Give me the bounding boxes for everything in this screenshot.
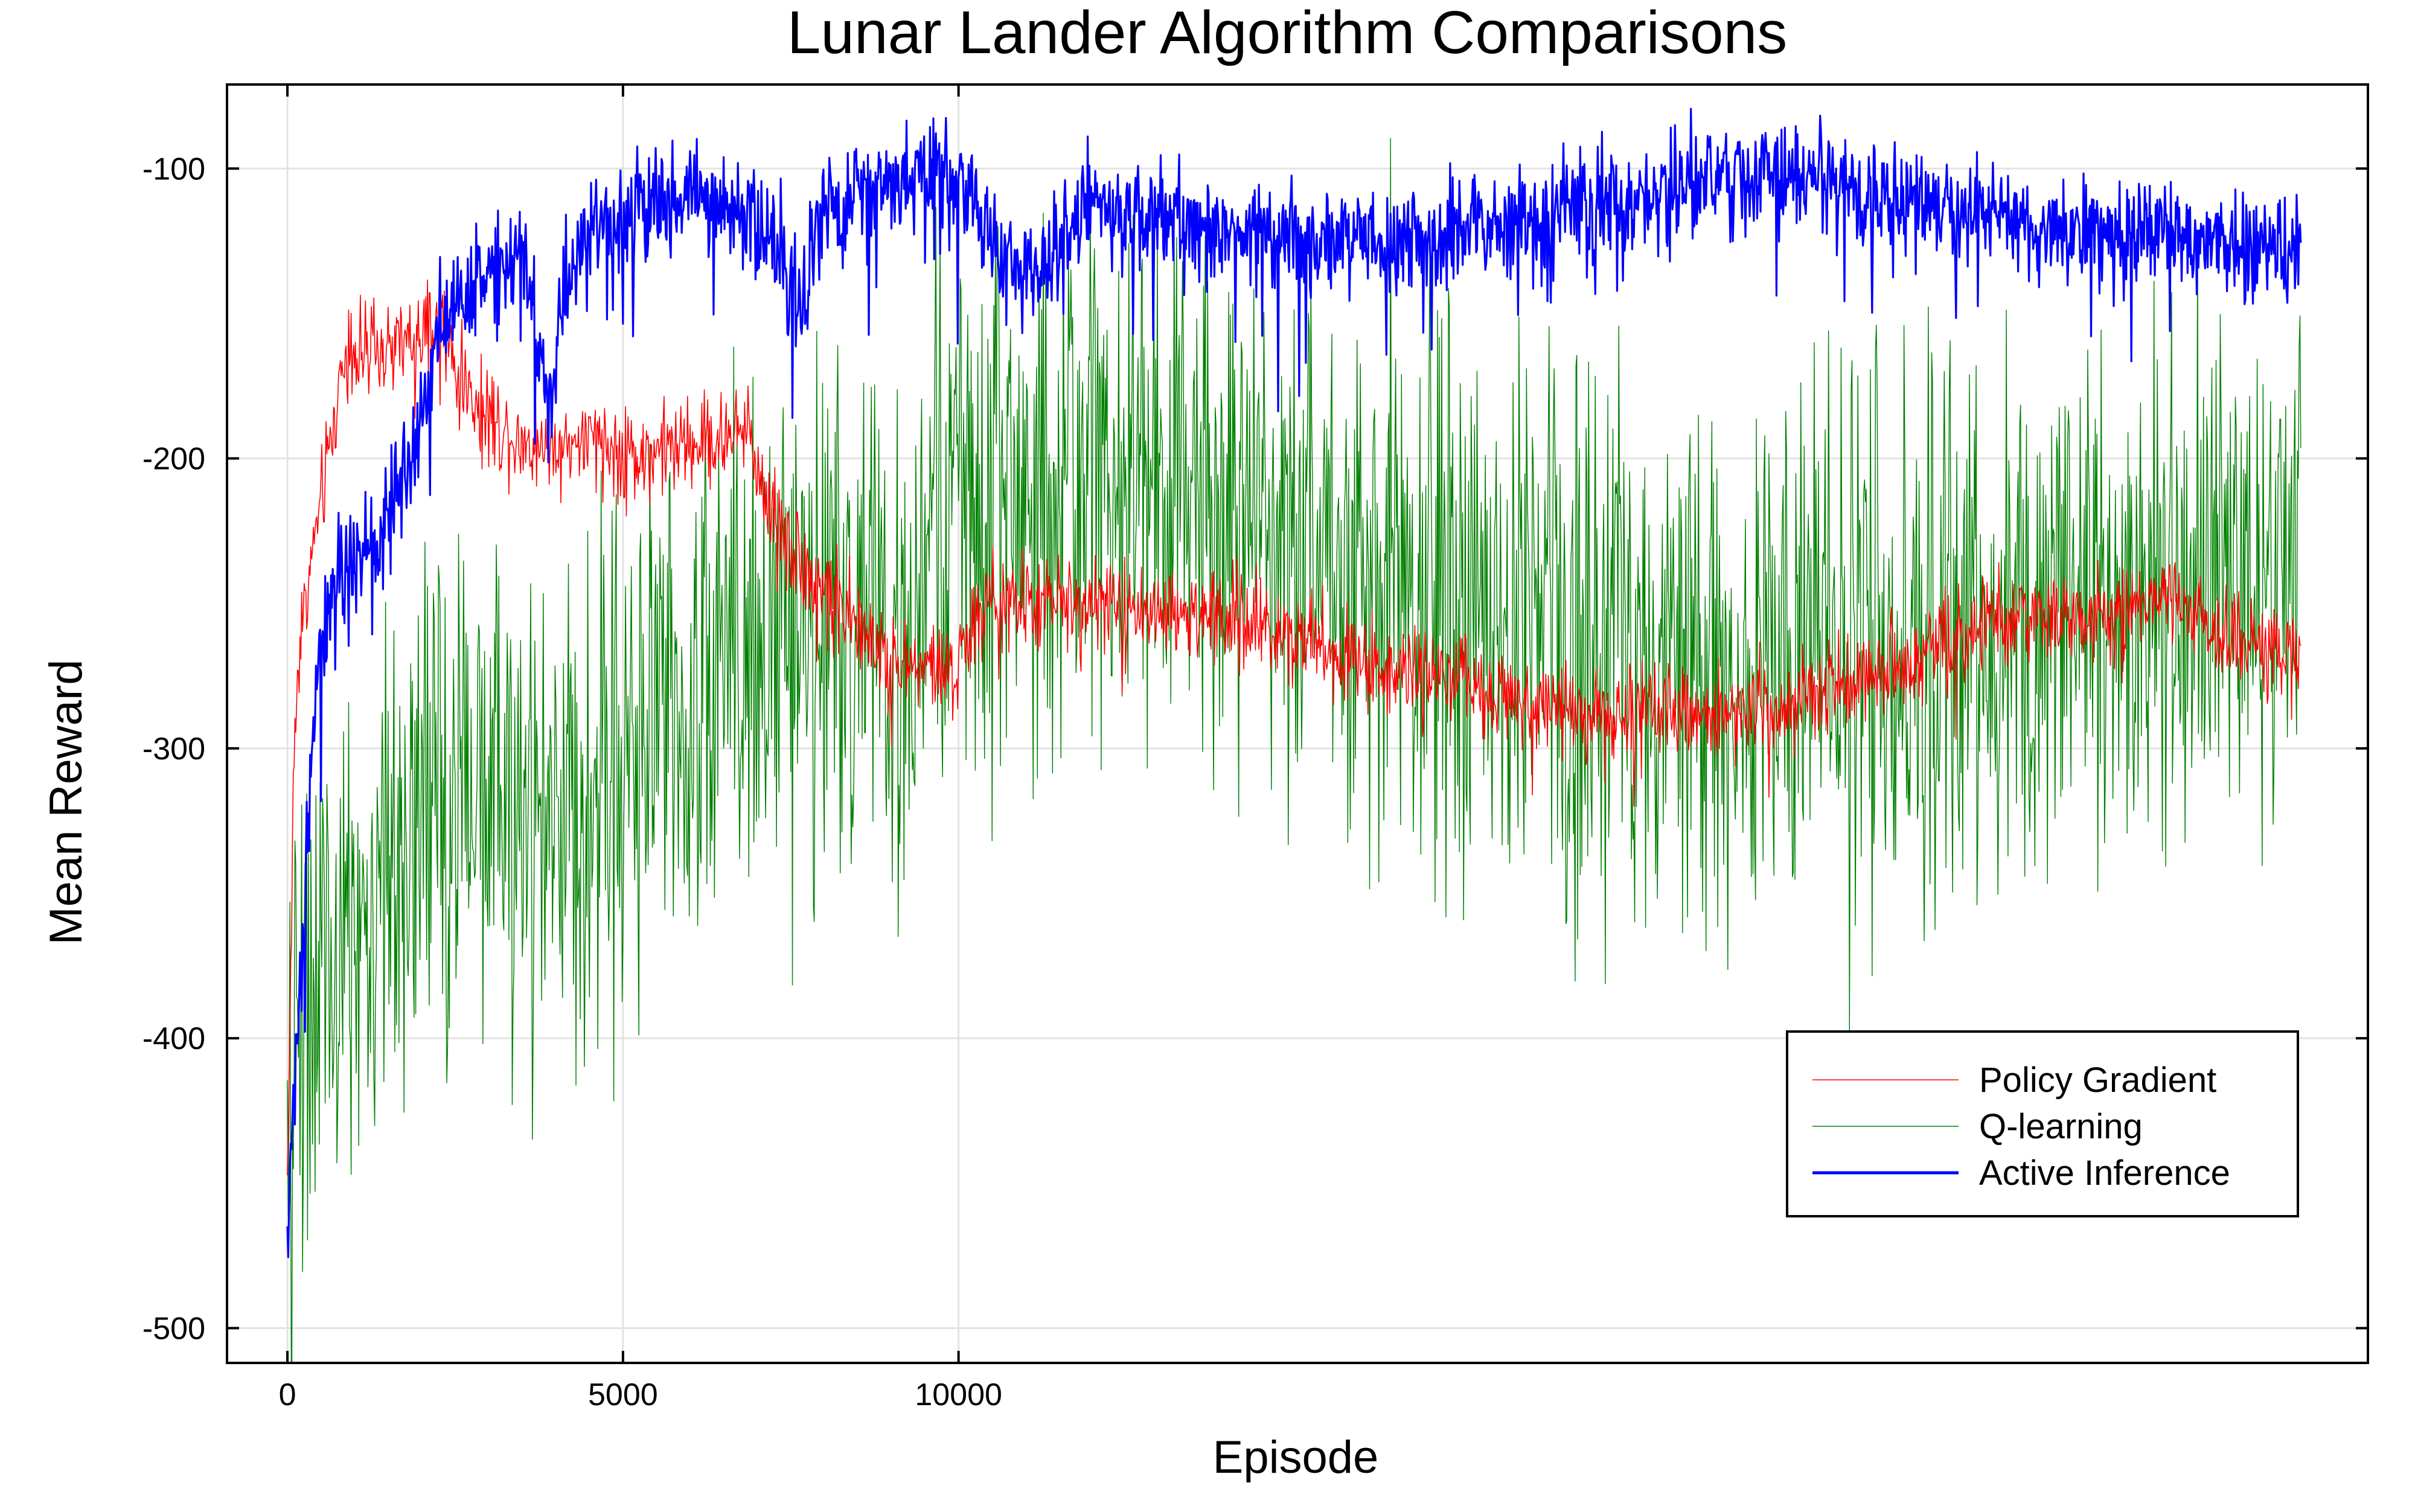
- axis-ticks: 0 5000 10000 -500 -400 -300 -200 -100: [142, 85, 2368, 1412]
- series-line: [287, 279, 2301, 1176]
- legend-box: [1786, 1030, 2299, 1217]
- y-tick-label: -200: [142, 442, 205, 477]
- series-line: [286, 107, 2302, 1258]
- plot-area: [286, 107, 2302, 1363]
- x-tick-label: 10000: [915, 1377, 1002, 1412]
- y-tick-label: -500: [142, 1311, 205, 1346]
- x-tick-label: 0: [279, 1377, 296, 1412]
- y-tick-label: -100: [142, 152, 205, 187]
- y-tick-label: -300: [142, 732, 205, 767]
- x-axis-title: Episode: [1213, 1432, 1379, 1483]
- legend-label: Policy Gradient: [1979, 1061, 2216, 1100]
- legend-label: Active Inference: [1979, 1153, 2230, 1193]
- chart-title: Lunar Lander Algorithm Comparisons: [787, 0, 1787, 66]
- legend-label: Q-learning: [1979, 1107, 2143, 1146]
- y-axis-title: Mean Reward: [40, 659, 92, 945]
- legend: Policy Gradient Q-learning Active Inferenc…: [1786, 1030, 2299, 1217]
- plot-frame: [226, 83, 2369, 1364]
- series-line: [287, 138, 2301, 1363]
- y-tick-label: -400: [142, 1021, 205, 1056]
- x-tick-label: 5000: [588, 1377, 658, 1412]
